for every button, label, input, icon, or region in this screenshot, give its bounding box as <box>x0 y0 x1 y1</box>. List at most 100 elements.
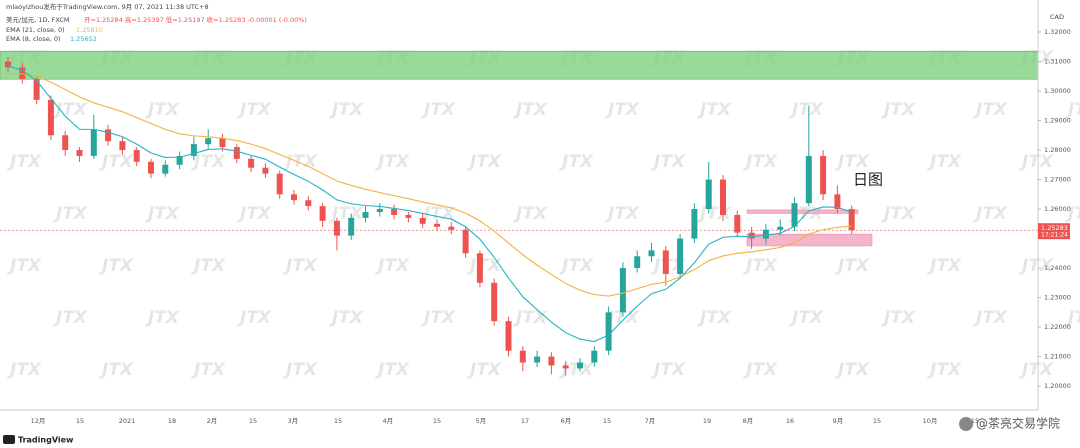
watermark: JTX <box>697 308 732 328</box>
x-tick-label: 5月 <box>476 417 487 425</box>
x-tick-label: 10月 <box>923 417 938 425</box>
candle-body <box>548 356 555 366</box>
watermark: JTX <box>973 100 1008 120</box>
candle-body <box>47 99 54 136</box>
annotation: 日图 <box>853 171 883 189</box>
x-tick-label: 19 <box>703 417 711 425</box>
candle-body <box>777 226 784 230</box>
watermark: JTX <box>697 204 732 224</box>
watermark: JTX <box>53 204 88 224</box>
candle-body <box>62 135 69 151</box>
watermark: JTX <box>7 152 42 172</box>
watermark: JTX <box>835 256 870 276</box>
candle-body <box>205 138 212 145</box>
watermark: JTX <box>513 204 548 224</box>
indicator-name: EMA (8, close, 0) <box>6 35 61 43</box>
candle-body <box>391 209 398 215</box>
watermark: JTX <box>697 100 732 120</box>
candle-body <box>90 129 97 156</box>
indicator-value: 1.25652 <box>70 35 97 43</box>
watermark: JTX <box>237 204 272 224</box>
watermark: JTX <box>743 152 778 172</box>
candle-body <box>348 217 355 236</box>
watermark: JTX <box>191 152 226 172</box>
x-tick-label: 18 <box>168 417 176 425</box>
x-tick-label: 15 <box>873 417 881 425</box>
watermark: JTX <box>375 256 410 276</box>
candle-body <box>333 220 340 236</box>
watermark: JTX <box>191 256 226 276</box>
watermark: JTX <box>651 360 686 380</box>
watermarks: JTX JTX JTX JTX JTX JTX JTX JTX JTX JTX JTX JTX JTX J… <box>7 48 1080 380</box>
y-tick-label: 1.31000 <box>1044 58 1071 66</box>
indicator-value: 1.25810 <box>76 26 103 34</box>
candle-body <box>376 209 383 212</box>
candle-body <box>5 61 11 68</box>
candle-body <box>33 79 40 100</box>
watermark: JTX <box>513 308 548 328</box>
watermark: JTX <box>835 152 870 172</box>
candle-body <box>233 147 240 159</box>
candle-body <box>820 155 827 195</box>
candle-body <box>648 250 655 257</box>
y-tick-label: 1.28000 <box>1044 146 1071 154</box>
candle-body <box>76 150 83 156</box>
watermark: JTX <box>605 100 640 120</box>
x-tick-label: 2月 <box>207 417 218 425</box>
watermark: JTX <box>145 100 180 120</box>
candle-body <box>276 173 283 195</box>
candle-body <box>476 253 483 283</box>
watermark: JTX <box>375 360 410 380</box>
watermark: JTX <box>329 308 364 328</box>
watermark: JTX <box>467 256 502 276</box>
x-tick-label: 15 <box>334 417 342 425</box>
watermark: JTX <box>743 360 778 380</box>
x-tick-label: 8月 <box>743 417 754 425</box>
candle-body <box>219 138 226 148</box>
watermark: JTX <box>99 152 134 172</box>
ohlc: 开=1.25284 高=1.25397 低=1.25197 收=1.25283 … <box>84 15 307 24</box>
watermark: JTX <box>881 100 916 120</box>
watermark: JTX <box>881 204 916 224</box>
watermark: JTX <box>7 256 42 276</box>
candle-body <box>148 161 154 174</box>
watermark: JTX <box>1019 360 1054 380</box>
watermark: JTX <box>789 308 824 328</box>
candle-body <box>691 209 698 239</box>
candle-body <box>591 350 598 363</box>
candle-body <box>505 321 512 351</box>
x-tick-label: 6月 <box>561 417 572 425</box>
candle-body <box>119 141 126 151</box>
watermark: JTX <box>283 360 318 380</box>
watermark: JTX <box>743 256 778 276</box>
y-tick-label: 1.30000 <box>1044 87 1071 95</box>
candle-body <box>562 365 569 369</box>
candle-body <box>577 362 583 369</box>
x-tick-label: 12月 <box>31 417 46 425</box>
candle-body <box>305 200 312 207</box>
watermark: JTX <box>145 308 180 328</box>
watermark: JTX <box>927 152 962 172</box>
watermark: JTX <box>1065 308 1080 328</box>
zone <box>746 209 859 214</box>
indicator-name: EMA (21, close, 0) <box>6 26 65 34</box>
watermark: JTX <box>283 256 318 276</box>
ema-line <box>7 65 852 343</box>
candle-body <box>605 312 612 351</box>
candle-body <box>419 217 426 224</box>
watermark: JTX <box>467 152 502 172</box>
watermark: JTX <box>329 100 364 120</box>
ema-line <box>7 72 852 297</box>
watermark: JTX <box>881 308 916 328</box>
candle-body <box>519 350 526 363</box>
countdown: 17:21:24 <box>1041 232 1068 239</box>
watermark: JTX <box>1019 256 1054 276</box>
symbol: 美元/加元, 1D, FXCM <box>6 15 69 24</box>
candle-body <box>762 229 769 239</box>
candle-body <box>491 282 498 322</box>
x-tick-label: 15 <box>249 417 257 425</box>
watermark: JTX <box>559 152 594 172</box>
candle-body <box>848 209 855 231</box>
candle-body <box>834 194 841 210</box>
x-tick-label: 2021 <box>119 417 136 425</box>
